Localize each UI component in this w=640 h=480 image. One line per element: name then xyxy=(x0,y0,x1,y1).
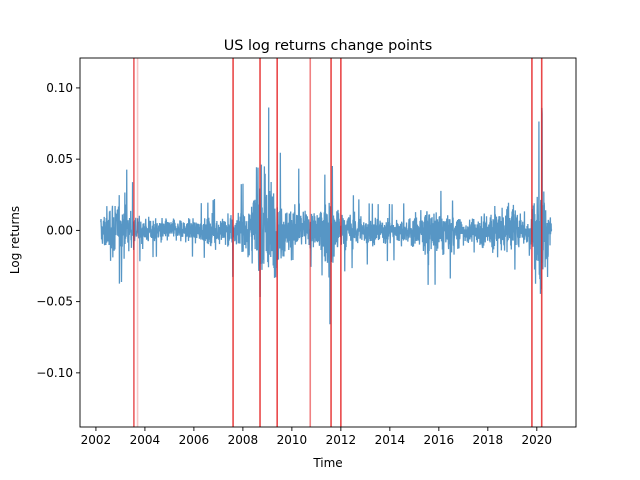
x-axis-label: Time xyxy=(312,456,342,470)
x-axis: 2002 2004 2006 2008 2010 2012 2014 2016 2018 2020 xyxy=(81,427,552,447)
x-tick-label: 2008 xyxy=(228,433,259,447)
y-tick-label: −0.05 xyxy=(36,295,73,309)
x-tick-label: 2018 xyxy=(473,433,504,447)
x-tick-label: 2002 xyxy=(81,433,112,447)
x-tick-label: 2016 xyxy=(424,433,455,447)
y-tick-label: −0.10 xyxy=(36,366,73,380)
axes-frame xyxy=(79,57,577,428)
y-axis: −0.10 −0.05 0.00 0.05 0.10 xyxy=(36,81,80,380)
axes-border xyxy=(79,57,577,428)
x-tick-label: 2012 xyxy=(326,433,357,447)
y-tick-label: 0.05 xyxy=(46,152,73,166)
x-tick-label: 2010 xyxy=(277,433,308,447)
x-tick-label: 2006 xyxy=(179,433,210,447)
x-tick-label: 2014 xyxy=(375,433,406,447)
x-tick-label: 2004 xyxy=(130,433,161,447)
chart-title: US log returns change points xyxy=(224,38,433,54)
y-tick-label: 0.10 xyxy=(46,81,73,95)
series-line xyxy=(100,107,553,325)
plot-area xyxy=(100,58,553,427)
y-axis-label: Log returns xyxy=(8,206,22,274)
x-tick-label: 2020 xyxy=(522,433,553,447)
y-tick-label: 0.00 xyxy=(46,223,73,237)
